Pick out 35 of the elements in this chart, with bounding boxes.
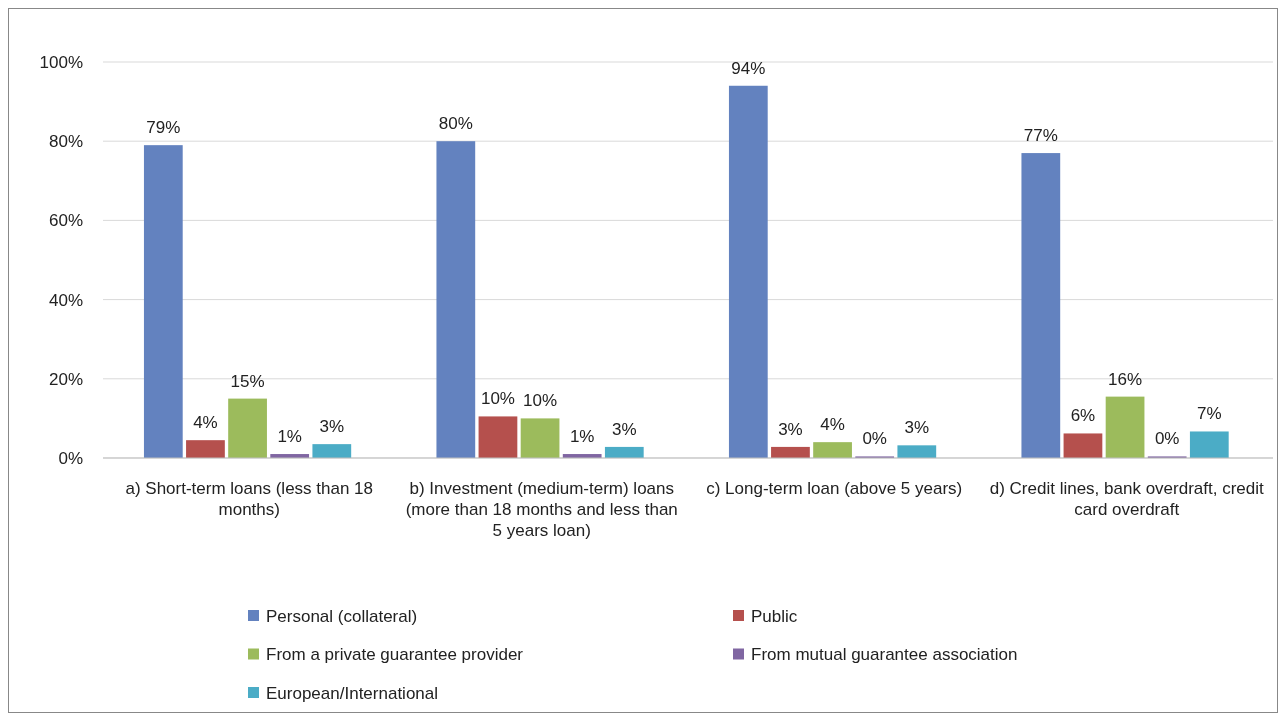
- y-tick-label: 80%: [48, 132, 83, 152]
- y-tick-label: 0%: [58, 448, 83, 468]
- data-label: 94%: [731, 58, 766, 78]
- data-label: 10%: [480, 389, 515, 409]
- data-label: 16%: [1108, 369, 1143, 389]
- data-label: 1%: [569, 427, 595, 447]
- x-tick-label: a) Short-term loans (less than 18 months): [125, 479, 374, 519]
- x-tick-label: d) Credit lines, bank overdraft, credit card overdraft: [989, 479, 1265, 519]
- y-tick-label: 100%: [39, 52, 83, 72]
- data-label: 3%: [319, 417, 345, 437]
- data-label: 10%: [523, 391, 558, 411]
- data-label: 80%: [438, 114, 473, 134]
- data-label: 3%: [612, 419, 637, 439]
- data-label: 0%: [862, 429, 887, 449]
- legend-label: European/International: [266, 683, 439, 703]
- data-label: 4%: [193, 413, 218, 433]
- x-tick-label: c) Long-term loan (above 5 years): [706, 479, 963, 498]
- legend-label: Personal (collateral): [266, 606, 418, 626]
- data-label: 15%: [230, 371, 265, 391]
- data-label: 4%: [820, 415, 845, 435]
- data-label: 3%: [778, 419, 803, 439]
- data-label: 0%: [1154, 429, 1180, 449]
- x-tick-label: b) Investment (medium-term) loans (more than 18 months and less than 5 years loan): [405, 479, 678, 540]
- y-tick-label: 20%: [48, 369, 83, 389]
- y-tick-label: 60%: [48, 211, 83, 231]
- legend-label: Public: [751, 606, 798, 626]
- legend-label: From a private guarantee provider: [266, 645, 524, 665]
- y-tick-label: 40%: [48, 290, 83, 310]
- data-label: 6%: [1070, 406, 1096, 426]
- data-label: 7%: [1197, 404, 1222, 424]
- data-label: 3%: [904, 418, 930, 438]
- data-label: 77%: [1023, 126, 1058, 146]
- data-label: 79%: [146, 118, 181, 138]
- legend-label: From mutual guarantee association: [751, 645, 1018, 665]
- data-label: 1%: [277, 427, 302, 447]
